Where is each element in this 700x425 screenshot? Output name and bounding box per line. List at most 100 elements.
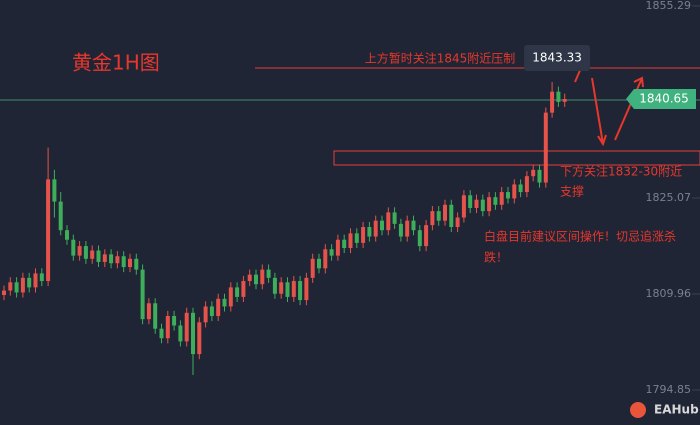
candle-body xyxy=(146,303,151,320)
candle-body xyxy=(461,195,466,218)
candle-body xyxy=(115,256,120,264)
candle-body xyxy=(310,258,315,278)
candle-body xyxy=(222,298,227,307)
candle-body xyxy=(550,91,555,113)
high-label: 1843.33 xyxy=(532,51,582,65)
candle-body xyxy=(556,91,561,102)
candle-body xyxy=(474,199,479,208)
candle-body xyxy=(83,246,88,259)
candle-body xyxy=(27,277,32,288)
candle-body xyxy=(260,269,265,285)
candle-body xyxy=(392,212,397,224)
candle-body xyxy=(159,328,164,339)
candle-body xyxy=(178,325,183,342)
candle-body xyxy=(254,274,258,285)
candle-body xyxy=(493,197,498,205)
y-tick-label: 1794.85 xyxy=(646,383,692,396)
annotation: 白盘目前建议区间操作！切忌追涨杀 xyxy=(484,229,676,244)
high-label-box xyxy=(524,45,591,71)
support-zone xyxy=(333,150,700,166)
candle-body xyxy=(531,169,536,177)
logo-icon xyxy=(630,402,646,418)
candle-body xyxy=(96,250,101,262)
candle-body xyxy=(361,227,366,243)
candle-body xyxy=(14,282,19,293)
candle-body xyxy=(480,199,485,212)
candle-body xyxy=(499,192,504,205)
candle-body xyxy=(285,282,290,297)
candle-body xyxy=(512,184,517,199)
candle-body xyxy=(165,315,170,339)
candle-body xyxy=(487,197,492,212)
candle-body xyxy=(380,220,384,231)
candle-body xyxy=(20,277,25,293)
candle-body xyxy=(71,239,76,256)
candle-body xyxy=(77,246,82,256)
candle-body xyxy=(172,315,177,326)
candle-body xyxy=(121,256,126,268)
candle-body xyxy=(354,233,359,243)
y-tick-label: 1825.07 xyxy=(646,191,692,204)
candle-body xyxy=(518,184,523,193)
candle-body xyxy=(405,220,410,237)
candle-body xyxy=(65,230,69,240)
candle-body xyxy=(184,312,189,342)
candle-body xyxy=(109,254,114,264)
candle-body xyxy=(298,281,303,301)
candle-body xyxy=(317,258,321,269)
candle-body xyxy=(386,212,391,231)
candle-body xyxy=(203,306,208,323)
candle-body xyxy=(191,312,195,355)
y-tick-label: 1809.96 xyxy=(646,287,692,300)
candle-body xyxy=(58,201,63,231)
candle-body xyxy=(90,250,95,259)
candle-body xyxy=(266,269,271,278)
candle-body xyxy=(197,322,202,355)
candle-body xyxy=(128,258,132,268)
candle-body xyxy=(209,306,214,316)
candle-body xyxy=(436,211,441,221)
candle-body xyxy=(134,258,139,270)
candle-body xyxy=(102,254,107,262)
candle-body xyxy=(323,249,328,269)
annotation: 跌！ xyxy=(484,250,508,265)
candle-body xyxy=(52,179,57,202)
watermark: EAHub xyxy=(654,403,699,417)
candle-body xyxy=(443,204,447,221)
candle-body xyxy=(449,204,454,228)
arrow xyxy=(614,76,644,141)
candle-body xyxy=(241,281,246,297)
candle-body xyxy=(543,112,548,183)
candle-body xyxy=(348,233,353,248)
y-tick-label: 1855.29 xyxy=(646,0,692,12)
annotation: 下方关注1832-30附近 xyxy=(560,164,682,179)
candle-body xyxy=(417,230,422,247)
candle-body xyxy=(411,220,416,231)
candle-body xyxy=(46,179,51,282)
candle-body xyxy=(140,269,145,320)
candle-body xyxy=(291,281,296,297)
candle-body xyxy=(272,277,277,294)
annotation: 上方暂时关注1845附近压制 xyxy=(365,51,516,66)
candle-body xyxy=(8,282,13,291)
candle-body xyxy=(506,192,510,199)
candle-body xyxy=(524,176,529,193)
candle-body xyxy=(235,287,240,297)
candle-body xyxy=(247,274,252,282)
candle-body xyxy=(335,239,340,256)
candle-body xyxy=(153,303,158,329)
arrow xyxy=(591,77,607,147)
candle-body xyxy=(329,249,334,256)
candle-body xyxy=(424,225,429,247)
candle-body xyxy=(279,282,284,294)
candle-body xyxy=(367,227,372,237)
chart-title: 黄金1H图 xyxy=(72,51,160,75)
candle-body xyxy=(39,273,44,282)
candle-body xyxy=(398,223,403,237)
candle-body xyxy=(304,277,309,301)
candle-body xyxy=(562,98,567,102)
candle-body xyxy=(33,273,38,288)
candle-body xyxy=(2,290,6,296)
last-price-tag xyxy=(626,88,696,109)
